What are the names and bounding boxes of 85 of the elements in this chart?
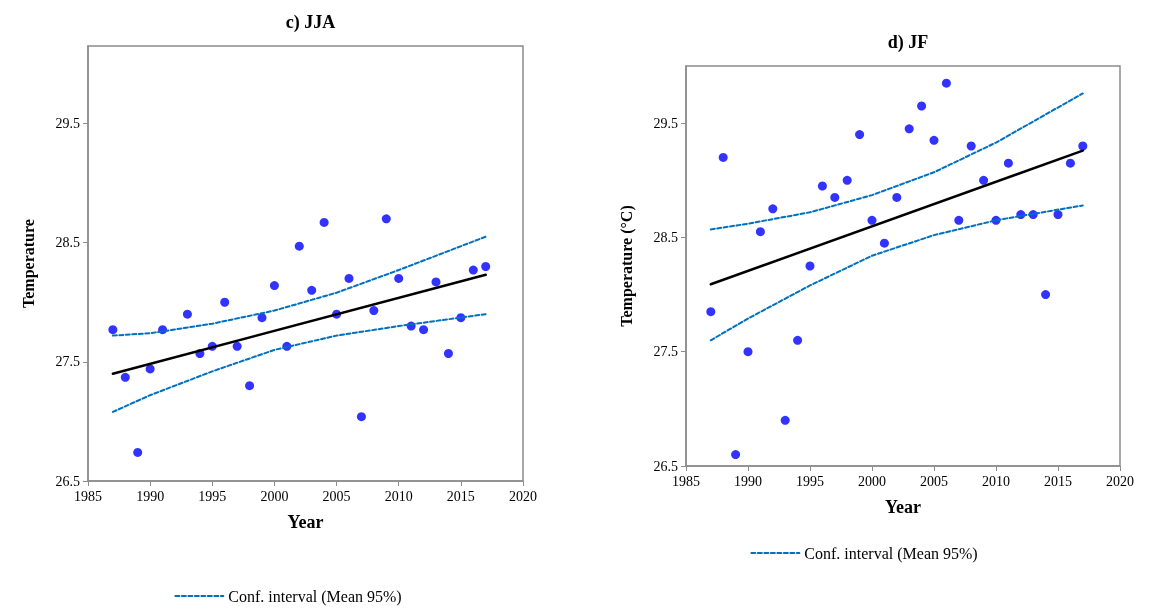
x-tick-label: 2015: [1044, 473, 1072, 489]
point: [394, 273, 404, 283]
point: [1041, 290, 1051, 300]
point: [755, 227, 765, 237]
point: [817, 181, 827, 191]
y-tick-label: 28.5: [653, 229, 678, 245]
point: [904, 124, 914, 134]
point: [805, 261, 815, 271]
point: [706, 307, 716, 317]
point: [793, 335, 803, 345]
point: [369, 306, 379, 316]
point: [917, 101, 927, 111]
y-tick-label: 27.5: [653, 344, 678, 360]
point: [145, 364, 155, 374]
x-tick-label: 2000: [858, 473, 886, 489]
point: [381, 214, 391, 224]
point: [133, 447, 143, 457]
y-tick-label: 26.5: [55, 473, 80, 489]
x-tick-label: 2010: [384, 488, 413, 504]
point: [431, 277, 441, 287]
point: [830, 192, 840, 202]
x-tick-label: 1985: [74, 488, 102, 504]
point: [182, 309, 192, 319]
y-tick-label: 29.5: [653, 115, 678, 131]
point: [120, 372, 130, 382]
point: [743, 347, 753, 357]
point: [356, 412, 366, 422]
point: [307, 285, 317, 295]
x-tick-label: 2000: [260, 488, 289, 504]
point: [879, 238, 889, 248]
point: [1053, 210, 1063, 220]
line-series: [111, 313, 487, 413]
x-tick-label: 1995: [796, 473, 824, 489]
x-tick-label: 1985: [672, 473, 700, 489]
line-series: [709, 204, 1084, 342]
x-tick-label: 2015: [446, 488, 475, 504]
line-series: [709, 92, 1084, 231]
point: [892, 192, 902, 202]
y-tick-label: 27.5: [55, 354, 80, 370]
y-tick-label: 29.5: [55, 115, 80, 131]
x-axis-title: Year: [885, 497, 921, 517]
point: [941, 78, 951, 88]
point: [768, 204, 778, 214]
chart-title: c) JJA: [285, 12, 336, 33]
x-axis-title: Year: [287, 512, 324, 532]
y-tick-label: 26.5: [653, 458, 678, 474]
point: [780, 415, 790, 425]
x-tick-label: 2020: [509, 488, 537, 504]
point: [979, 175, 989, 185]
x-tick-label: 1990: [136, 488, 165, 504]
point: [718, 152, 728, 162]
point: [855, 130, 865, 140]
x-tick-label: 2005: [322, 488, 351, 504]
point: [245, 381, 255, 391]
point: [966, 141, 976, 151]
point: [929, 135, 939, 145]
legend-label: Conf. interval (Mean 95%): [228, 587, 402, 606]
point: [269, 281, 279, 291]
point: [319, 217, 329, 227]
point: [954, 215, 964, 225]
x-tick-label: 1990: [734, 473, 762, 489]
legend-label: Conf. interval (Mean 95%): [804, 544, 978, 563]
point: [419, 325, 429, 335]
point: [1078, 141, 1088, 151]
point: [220, 297, 230, 307]
y-tick-label: 28.5: [55, 235, 80, 251]
point: [842, 175, 852, 185]
point: [108, 325, 118, 335]
y-axis-title: Temperature: [19, 219, 38, 308]
point: [468, 265, 478, 275]
point: [731, 450, 741, 460]
point: [294, 241, 304, 251]
x-tick-label: 2005: [920, 473, 948, 489]
point: [1003, 158, 1013, 168]
point: [232, 341, 242, 351]
point: [443, 348, 453, 358]
x-tick-label: 2010: [982, 473, 1010, 489]
x-tick-label: 1995: [198, 488, 227, 504]
point: [481, 261, 491, 271]
y-axis-title: Temperature (°C): [617, 205, 636, 327]
point: [867, 215, 877, 225]
chart-title: d) JF: [887, 32, 929, 53]
point: [344, 273, 354, 283]
point: [1065, 158, 1075, 168]
x-tick-label: 2020: [1106, 473, 1134, 489]
